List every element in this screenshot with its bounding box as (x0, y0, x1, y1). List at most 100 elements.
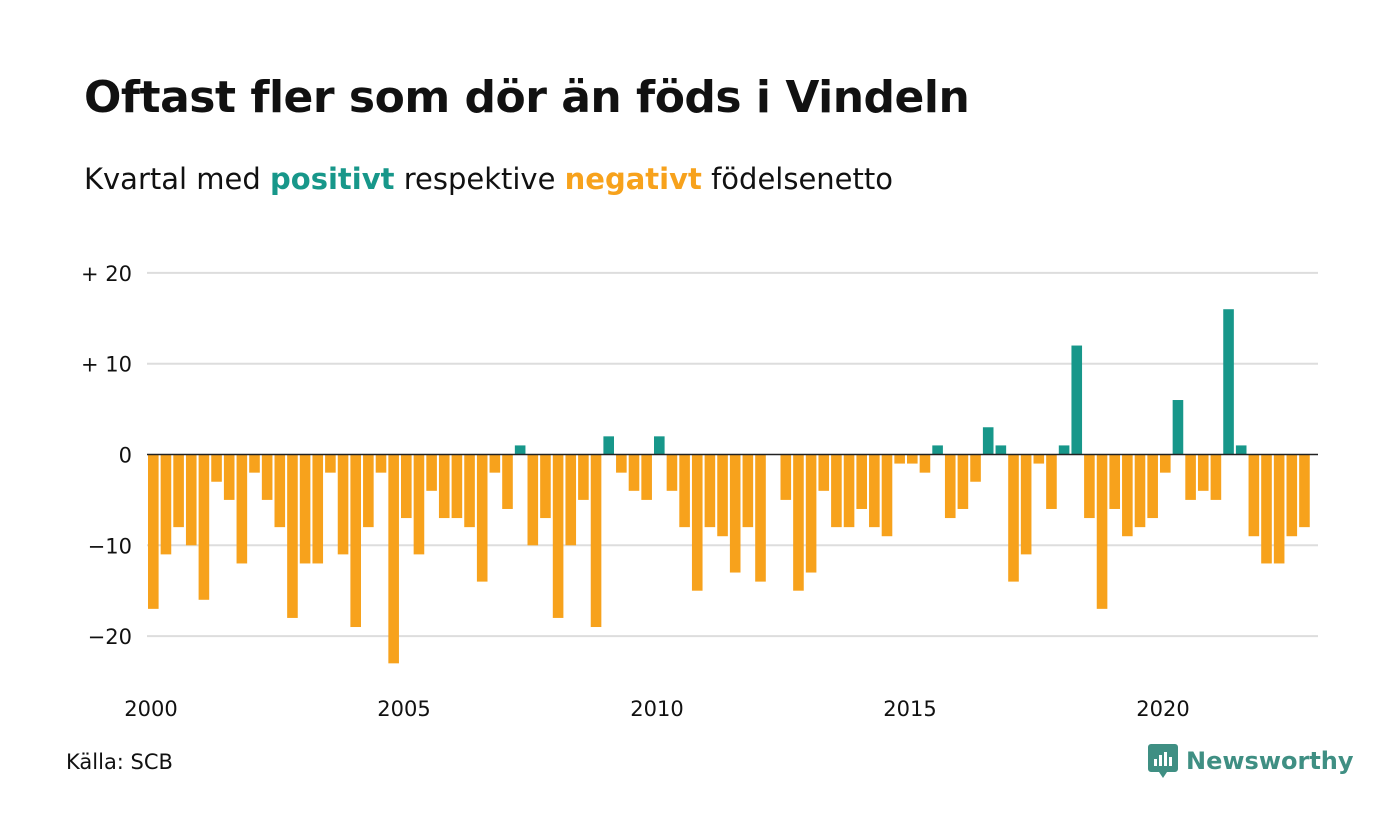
x-tick-label: 2020 (1136, 697, 1189, 721)
bar (793, 454, 804, 591)
x-tick-label: 2010 (630, 697, 683, 721)
bar (704, 454, 716, 528)
bar (401, 454, 412, 519)
bar (350, 454, 361, 628)
bar (223, 454, 235, 500)
x-axis-tick-labels: 2000 2005 2010 2015 2020 (124, 697, 1189, 721)
bar (603, 436, 614, 455)
bar (299, 454, 311, 564)
bar (1071, 345, 1083, 455)
bar (641, 454, 652, 500)
bar (325, 454, 336, 473)
bar (211, 454, 222, 482)
bar (464, 454, 475, 528)
bar (717, 454, 728, 537)
bar (451, 454, 463, 519)
bar (1046, 454, 1057, 509)
bar (148, 454, 159, 609)
bar (1273, 454, 1285, 564)
bar (755, 454, 766, 582)
bar (831, 454, 842, 528)
bar (957, 454, 969, 509)
bar (476, 454, 488, 582)
bar (438, 454, 450, 519)
bar (527, 454, 539, 546)
subtitle-negative-word: negativt (564, 162, 702, 196)
bar (261, 454, 273, 500)
bar (856, 454, 867, 509)
bar (1223, 309, 1234, 455)
bar (413, 454, 425, 555)
bar (426, 454, 437, 491)
bar (1020, 454, 1032, 555)
bar (1248, 454, 1260, 537)
bar (932, 445, 943, 455)
bar (995, 445, 1007, 455)
newsworthy-logo: Newsworthy (1148, 744, 1354, 778)
subtitle-text-middle: respektive (394, 162, 565, 196)
y-tick-label: −20 (88, 625, 132, 649)
bars (148, 309, 1310, 664)
bar-chart: + 20 + 10 0 −10 −20 2000 2005 2010 2015 2020 (81, 262, 1318, 721)
bar (654, 436, 665, 455)
source-note: Källa: SCB (66, 750, 173, 774)
bar (274, 454, 286, 528)
bar (514, 445, 526, 455)
x-tick-label: 2000 (124, 697, 177, 721)
bar (1172, 400, 1184, 455)
bar (540, 454, 551, 519)
bar (590, 454, 602, 628)
bar (1299, 454, 1310, 528)
bar (312, 454, 324, 564)
bar (818, 454, 830, 491)
bar (982, 427, 994, 455)
bar (1197, 454, 1209, 491)
subtitle-text-before: Kvartal med (84, 162, 271, 196)
bar (375, 454, 387, 473)
y-tick-label: 0 (119, 444, 132, 468)
bar (489, 454, 501, 473)
bar (628, 454, 640, 491)
bar (616, 454, 627, 473)
bar (919, 454, 931, 473)
bar (1147, 454, 1158, 519)
bar (970, 454, 981, 482)
newsworthy-logo-text: Newsworthy (1186, 747, 1354, 775)
bar (1122, 454, 1133, 537)
subtitle-positive-word: positivt (270, 162, 395, 196)
newsworthy-logo-icon (1148, 744, 1178, 778)
bar (185, 454, 197, 546)
bar (907, 454, 918, 464)
bar (780, 454, 792, 500)
bar (894, 454, 905, 464)
bar (173, 454, 184, 528)
bar (1210, 454, 1222, 500)
x-tick-label: 2015 (883, 697, 936, 721)
bar (578, 454, 589, 500)
bar (502, 454, 513, 509)
bar (679, 454, 690, 528)
chart-subtitle: Kvartal med positivt respektive negativt… (84, 162, 893, 196)
x-tick-label: 2005 (377, 697, 430, 721)
bar (742, 454, 754, 528)
y-tick-label: + 10 (81, 353, 132, 377)
bar (1134, 454, 1146, 528)
y-tick-label: + 20 (81, 262, 132, 286)
bar (249, 454, 260, 473)
bar (944, 454, 956, 519)
y-tick-label: −10 (88, 534, 132, 558)
bar (1096, 454, 1108, 609)
subtitle-text-after: födelsenetto (701, 162, 893, 196)
bar (1286, 454, 1298, 537)
bar (1109, 454, 1120, 509)
bar (729, 454, 741, 573)
bar (1185, 454, 1196, 500)
bar (1008, 454, 1019, 582)
bar (1235, 445, 1247, 455)
bar (1033, 454, 1045, 464)
bar (869, 454, 880, 528)
bar (552, 454, 564, 618)
y-axis-tick-labels: + 20 + 10 0 −10 −20 (81, 262, 132, 649)
bar (1160, 454, 1171, 473)
bar (198, 454, 210, 600)
